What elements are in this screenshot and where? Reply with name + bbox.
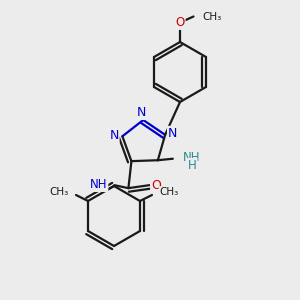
Text: N: N [168,127,177,140]
Text: O: O [151,179,161,192]
Text: N: N [137,106,146,119]
Text: CH₃: CH₃ [202,11,222,22]
Text: N: N [109,129,119,142]
Text: O: O [176,16,184,29]
Text: NH: NH [90,178,107,191]
Text: CH₃: CH₃ [49,187,68,197]
Text: H: H [188,159,197,172]
Text: NH: NH [183,151,201,164]
Text: CH₃: CH₃ [160,187,179,197]
